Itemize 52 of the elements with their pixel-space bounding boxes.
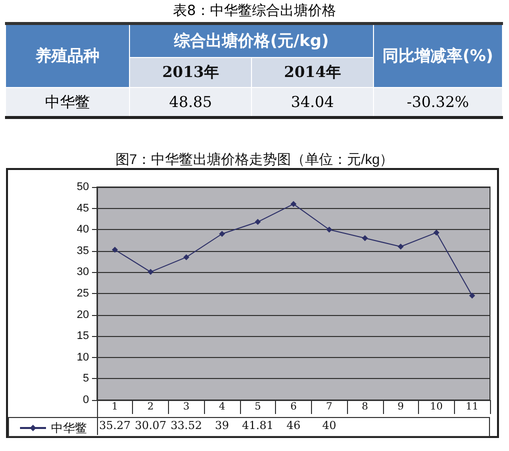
- data-label: 46: [285, 419, 302, 432]
- point: [433, 230, 440, 236]
- text: 48.85: [130, 88, 252, 118]
- x-tick-label: 5: [254, 402, 261, 412]
- point: [326, 226, 332, 233]
- x-tick-label: 4: [218, 402, 226, 412]
- y-tick-label: 10: [76, 351, 89, 364]
- y-tick-label: 0: [82, 394, 89, 406]
- text: 中华鳖: [6, 88, 130, 118]
- y-tick-label: 25: [76, 288, 89, 300]
- y-tick-label: 15: [76, 330, 89, 342]
- x-tick-label: 3: [183, 402, 190, 412]
- x-tick-label: 7: [326, 402, 332, 412]
- data-label: 30.07: [134, 419, 168, 432]
- legend-label: 中华鳖: [51, 421, 87, 435]
- chart-title: 图7：中华鳖出塘价格走势图（单位：元/kg）: [115, 151, 394, 167]
- text: -30.32%: [373, 88, 502, 118]
- data-label: 35.27: [98, 419, 132, 432]
- text: 2014年: [252, 58, 374, 88]
- x-tick-label: 2: [147, 402, 154, 412]
- point: [290, 201, 296, 208]
- y-tick-label: 5: [82, 372, 89, 385]
- text: 2013年: [130, 58, 252, 88]
- point: [398, 244, 404, 250]
- data-label: 41.81: [241, 419, 275, 432]
- text: 34.04: [252, 88, 374, 118]
- text: 表8：中华鳖综合出塘价格: [172, 2, 337, 20]
- x-tick-label: 9: [397, 402, 404, 412]
- y-tick-label: 30: [76, 266, 89, 278]
- x-tick-label: 8: [362, 402, 368, 412]
- point: [254, 218, 261, 225]
- y-tick-label: 45: [76, 202, 89, 214]
- text: 综合出塘价格(元/kg): [130, 24, 374, 58]
- x-tick-label: 1: [112, 402, 118, 412]
- text: 养殖品种: [6, 24, 130, 88]
- y-tick-label: 35: [76, 244, 89, 257]
- x-tick-label: 6: [290, 402, 297, 412]
- data-label: 39: [214, 419, 230, 432]
- data-label: 33.52: [170, 419, 204, 432]
- y-tick-label: 20: [76, 308, 89, 321]
- point: [219, 230, 226, 237]
- point: [148, 268, 154, 275]
- y-tick-label: 40: [76, 224, 89, 236]
- text: 同比增减率(%): [373, 24, 502, 88]
- x-tick-label: 11: [466, 402, 479, 412]
- x-tick-label: 10: [430, 402, 443, 412]
- point: [469, 292, 476, 299]
- y-tick-label: 50: [76, 181, 89, 193]
- point: [112, 246, 118, 253]
- point: [183, 254, 190, 260]
- data-label: 40: [321, 419, 338, 432]
- point: [362, 235, 368, 242]
